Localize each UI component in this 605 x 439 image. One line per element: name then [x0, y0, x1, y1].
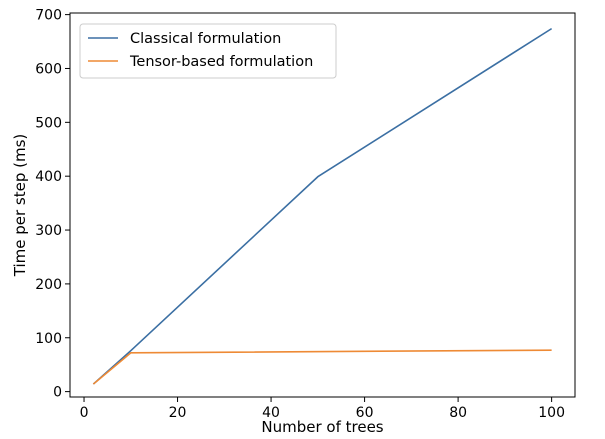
- x-tick-label: 80: [449, 405, 467, 421]
- legend-entry-label: Tensor-based formulation: [129, 54, 313, 70]
- y-tick-label: 100: [35, 331, 62, 347]
- y-axis: 0 100 200 300 400 500 600 700: [35, 8, 70, 401]
- y-tick-label: 500: [35, 115, 62, 131]
- y-tick-label: 400: [35, 169, 62, 185]
- legend-entry-label: Classical formulation: [130, 31, 281, 47]
- plot-frame: [69, 12, 576, 398]
- series-layer: [92, 27, 553, 385]
- x-tick-label: 60: [356, 405, 374, 421]
- legend: Classical formulation Tensor-based formul…: [79, 23, 337, 79]
- y-tick-label: 200: [35, 277, 62, 293]
- x-axis-label: Number of trees: [261, 418, 383, 436]
- x-axis: 0 20 40 60 80 100: [80, 397, 565, 421]
- x-tick-label: 40: [262, 405, 280, 421]
- y-tick-label: 700: [35, 8, 62, 24]
- x-tick-label: 20: [169, 405, 187, 421]
- series-line-classical: [92, 27, 553, 385]
- legend-box: [79, 23, 337, 79]
- x-tick-label: 0: [80, 405, 89, 421]
- y-tick-label: 600: [35, 61, 62, 77]
- y-axis-label: Time per step (ms): [11, 134, 29, 278]
- series-line-tensor-based: [92, 349, 552, 385]
- y-tick-label: 0: [53, 385, 62, 401]
- x-tick-label: 100: [538, 405, 565, 421]
- y-tick-label: 300: [35, 223, 62, 239]
